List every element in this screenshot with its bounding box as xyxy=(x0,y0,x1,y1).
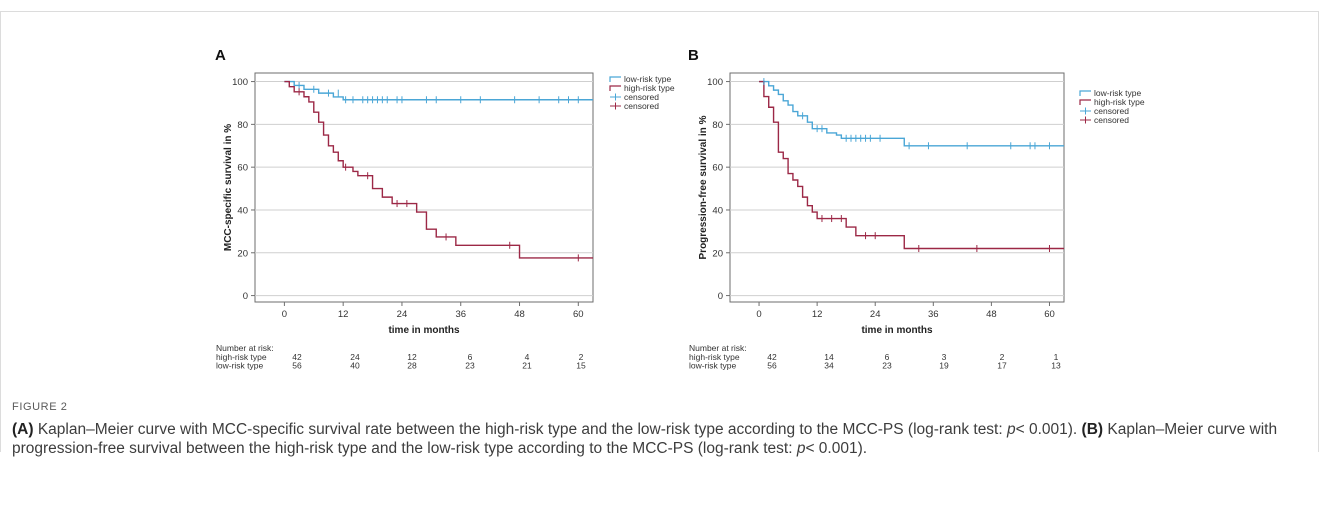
caption-text-a: Kaplan–Meier curve with MCC-specific sur… xyxy=(33,421,1007,438)
ytick-label-a-20: 20 xyxy=(237,248,248,259)
series-line-high-risk-a xyxy=(284,80,593,259)
figure-label: FIGURE 2 xyxy=(12,401,68,413)
risk-value-b-1-5: 13 xyxy=(1051,361,1061,371)
ytick-label-a-40: 40 xyxy=(237,205,248,216)
risk-value-b-1-1: 34 xyxy=(824,361,834,371)
caption-tag-b: (B) xyxy=(1081,421,1104,438)
xtick-label-b-12: 12 xyxy=(812,309,823,320)
caption-p-a: p xyxy=(1006,421,1016,438)
legend-swatch-a-0 xyxy=(609,76,621,82)
xtick-label-b-60: 60 xyxy=(1044,309,1055,320)
caption-p-b: p xyxy=(796,440,806,457)
risk-table-title-a: Number at risk: xyxy=(216,343,274,353)
risk-value-a-0-2: 12 xyxy=(407,352,417,362)
legend-label-a-1: high-risk type xyxy=(624,83,675,93)
xtick-label-a-0: 0 xyxy=(282,309,287,320)
ytick-label-b-100: 100 xyxy=(707,77,723,88)
x-axis-label-a: time in months xyxy=(388,325,460,336)
legend-label-b-3: censored xyxy=(1094,115,1129,125)
risk-value-b-0-3: 3 xyxy=(942,352,947,362)
legend-label-a-3: censored xyxy=(624,101,659,111)
risk-value-b-1-0: 56 xyxy=(767,361,777,371)
risk-value-a-1-4: 21 xyxy=(522,361,532,371)
risk-value-a-0-3: 6 xyxy=(468,352,473,362)
risk-value-a-0-1: 24 xyxy=(350,352,360,362)
caption-text-b: Kaplan–Meier curve with progression-free… xyxy=(12,421,1278,457)
series-line-low-risk-a xyxy=(284,80,593,101)
risk-value-b-0-2: 6 xyxy=(885,352,890,362)
legend-label-b-0: low-risk type xyxy=(1094,88,1142,98)
risk-value-b-1-2: 23 xyxy=(882,361,892,371)
legend-swatch-b-0 xyxy=(1079,90,1091,96)
risk-value-a-1-1: 40 xyxy=(350,361,360,371)
y-axis-label-b: Progression-free survival in % xyxy=(698,115,709,259)
panel-label-b: B xyxy=(688,47,699,64)
risk-value-a-1-3: 23 xyxy=(465,361,475,371)
risk-row-label-b-1: low-risk type xyxy=(689,361,737,371)
risk-value-a-1-0: 56 xyxy=(292,361,302,371)
caption-tail-a: < 0.001). xyxy=(1015,421,1082,438)
legend-label-b-1: high-risk type xyxy=(1094,97,1145,107)
x-axis-label-b: time in months xyxy=(861,325,933,336)
panel-label-a: A xyxy=(215,47,226,64)
caption-tail-b: < 0.001). xyxy=(805,440,868,457)
ytick-label-b-80: 80 xyxy=(712,120,723,131)
xtick-label-b-36: 36 xyxy=(928,309,939,320)
plot-frame-a xyxy=(254,72,594,303)
series-line-high-risk-b xyxy=(759,80,1064,250)
ytick-label-b-20: 20 xyxy=(712,248,723,259)
xtick-label-a-36: 36 xyxy=(455,309,466,320)
risk-value-b-0-0: 42 xyxy=(767,352,777,362)
risk-row-label-a-0: high-risk type xyxy=(216,352,267,362)
xtick-label-a-24: 24 xyxy=(397,309,408,320)
risk-row-label-a-1: low-risk type xyxy=(216,361,264,371)
risk-value-b-0-4: 2 xyxy=(1000,352,1005,362)
xtick-label-a-48: 48 xyxy=(514,309,525,320)
caption-tag-a: (A) xyxy=(12,421,34,438)
figure-caption: (A) Kaplan–Meier curve with MCC-specific… xyxy=(12,420,1302,458)
risk-value-b-1-3: 19 xyxy=(939,361,949,371)
risk-value-b-0-5: 1 xyxy=(1054,352,1059,362)
ytick-label-b-0: 0 xyxy=(718,291,723,302)
legend-swatch-b-1 xyxy=(1079,99,1091,105)
risk-value-b-1-4: 17 xyxy=(997,361,1007,371)
risk-value-a-0-5: 2 xyxy=(579,352,584,362)
legend-swatch-a-1 xyxy=(609,85,621,91)
xtick-label-a-12: 12 xyxy=(338,309,349,320)
risk-value-a-1-5: 15 xyxy=(576,361,586,371)
risk-value-b-0-1: 14 xyxy=(824,352,834,362)
ytick-label-b-60: 60 xyxy=(712,163,723,174)
plot-frame-b xyxy=(729,72,1065,303)
risk-value-a-1-2: 28 xyxy=(407,361,417,371)
xtick-label-b-24: 24 xyxy=(870,309,881,320)
ytick-label-a-100: 100 xyxy=(232,77,248,88)
risk-table-title-b: Number at risk: xyxy=(689,343,747,353)
series-line-low-risk-b xyxy=(759,80,1064,147)
ytick-label-a-60: 60 xyxy=(237,163,248,174)
xtick-label-a-60: 60 xyxy=(573,309,584,320)
xtick-label-b-48: 48 xyxy=(986,309,997,320)
xtick-label-b-0: 0 xyxy=(756,309,761,320)
ytick-label-a-80: 80 xyxy=(237,120,248,131)
ytick-label-a-0: 0 xyxy=(243,291,248,302)
legend-label-a-2: censored xyxy=(624,92,659,102)
risk-value-a-0-4: 4 xyxy=(525,352,530,362)
legend-label-b-2: censored xyxy=(1094,106,1129,116)
risk-value-a-0-0: 42 xyxy=(292,352,302,362)
y-axis-label-a: MCC-specific survival in % xyxy=(223,124,234,251)
risk-row-label-b-0: high-risk type xyxy=(689,352,740,362)
ytick-label-b-40: 40 xyxy=(712,205,723,216)
legend-label-a-0: low-risk type xyxy=(624,74,672,84)
